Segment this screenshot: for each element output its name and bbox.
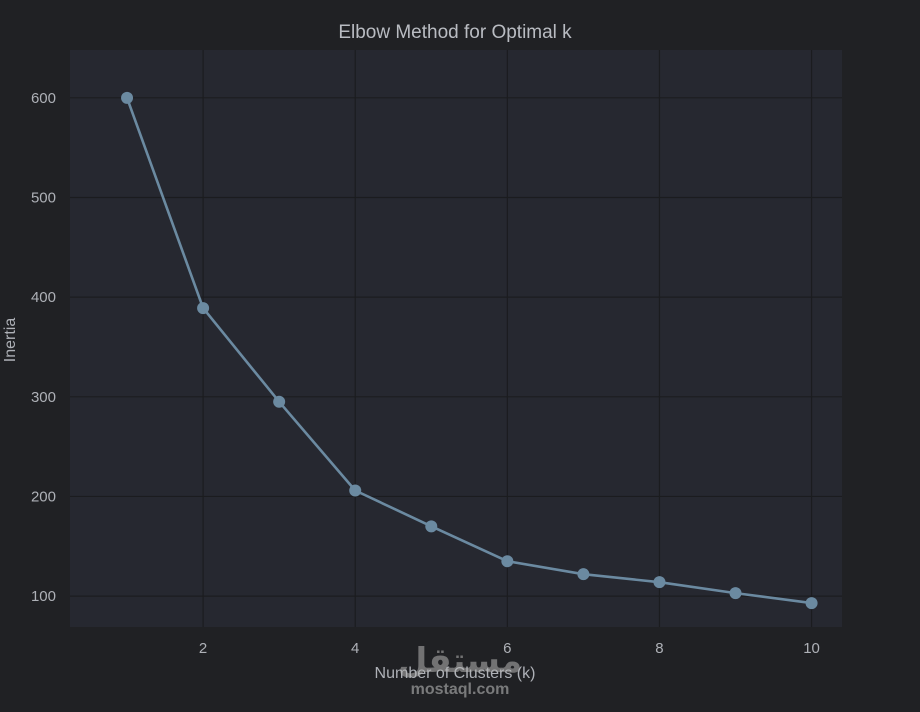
data-point (501, 555, 514, 568)
data-point (653, 576, 666, 589)
watermark-url: mostaql.com (411, 681, 510, 698)
y-axis-label: Inertia (2, 318, 19, 363)
x-axis-label: Number of Clusters (k) (375, 665, 536, 682)
x-tick-label: 10 (803, 640, 820, 657)
watermark-arabic: مستقل (398, 642, 522, 680)
plot-area (70, 50, 842, 627)
x-tick-label: 2 (199, 640, 207, 657)
x-tick-label: 4 (351, 640, 359, 657)
x-tick-label: 8 (655, 640, 663, 657)
grid-lines (70, 50, 842, 627)
y-tick-label: 100 (31, 588, 56, 605)
x-tick-label: 6 (503, 640, 511, 657)
data-point (425, 520, 438, 533)
data-point (729, 587, 742, 600)
data-point (805, 597, 818, 610)
data-point (273, 395, 286, 408)
y-tick-label: 200 (31, 488, 56, 505)
data-point (197, 302, 210, 315)
series-line (125, 97, 812, 605)
chart-title: Elbow Method for Optimal k (338, 22, 572, 43)
y-tick-label: 400 (31, 289, 56, 306)
tick-labels: 100 200 300 400 500 600 2 4 6 8 10 (31, 90, 820, 657)
y-tick-label: 300 (31, 389, 56, 406)
series-layer (121, 91, 818, 610)
y-tick-label: 600 (31, 90, 56, 107)
data-point (577, 568, 590, 581)
data-point (121, 91, 134, 104)
y-tick-label: 500 (31, 189, 56, 206)
data-point (349, 484, 362, 497)
